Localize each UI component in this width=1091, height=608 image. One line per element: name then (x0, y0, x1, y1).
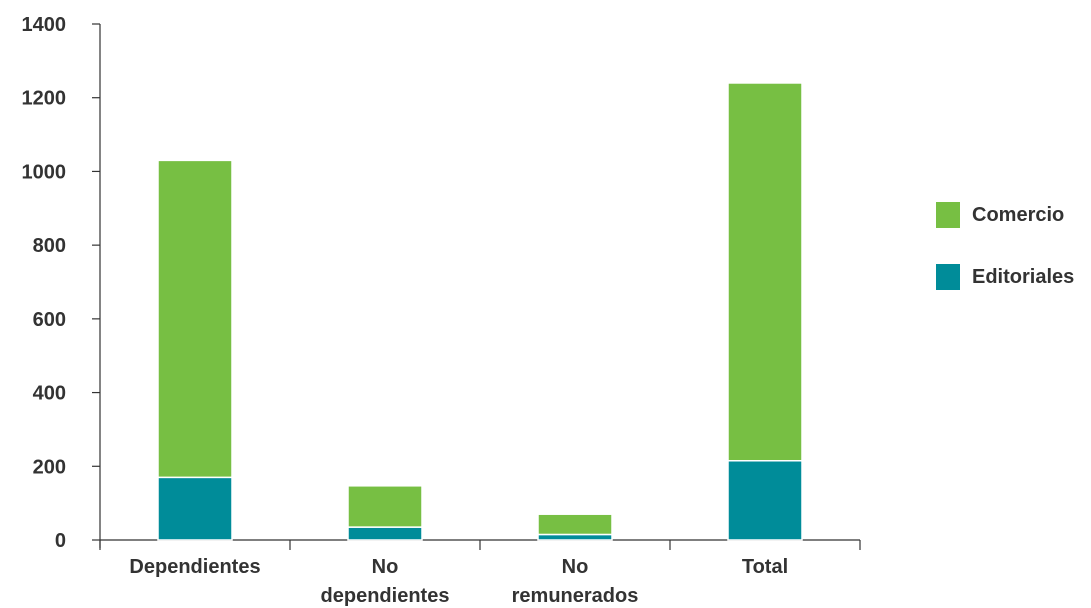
bars (157, 82, 803, 541)
bar-comercio (537, 513, 613, 536)
y-tick-label: 1200 (22, 88, 67, 110)
y-tick-label: 1400 (22, 14, 67, 36)
y-tick-label: 0 (55, 530, 66, 552)
x-category-label: Total (742, 556, 788, 578)
bar-comercio (347, 485, 423, 528)
bar-comercio (727, 82, 803, 462)
y-axis: 0 200 400 600 800 1000 1200 1400 (22, 14, 101, 552)
y-tick-label: 600 (33, 309, 66, 331)
legend-label-editoriales: Editoriales (972, 265, 1075, 288)
legend-item-comercio: Comercio (936, 199, 1074, 231)
legend-swatch-comercio (936, 202, 960, 228)
x-category-label: remunerados (512, 585, 639, 607)
y-tick-label: 400 (33, 383, 66, 405)
x-category-label: No (372, 556, 399, 578)
x-axis: Dependientes No dependientes No remunerados T… (99, 539, 861, 607)
legend: Comercio Editoriales (936, 199, 1074, 323)
bar-editoriales (347, 526, 423, 541)
legend-swatch-editoriales (936, 264, 960, 290)
y-tick-label: 800 (33, 235, 66, 257)
legend-label-comercio: Comercio (972, 203, 1065, 226)
x-category-label: dependientes (321, 585, 450, 607)
bar-editoriales (157, 476, 233, 541)
legend-item-editoriales: Editoriales (936, 261, 1074, 293)
y-tick-label: 1000 (22, 161, 67, 183)
x-category-label: No (562, 556, 589, 578)
x-category-label: Dependientes (129, 556, 260, 578)
bar-comercio (157, 159, 233, 479)
bar-editoriales (537, 533, 613, 541)
bar-editoriales (727, 460, 803, 541)
y-tick-label: 200 (33, 456, 66, 478)
